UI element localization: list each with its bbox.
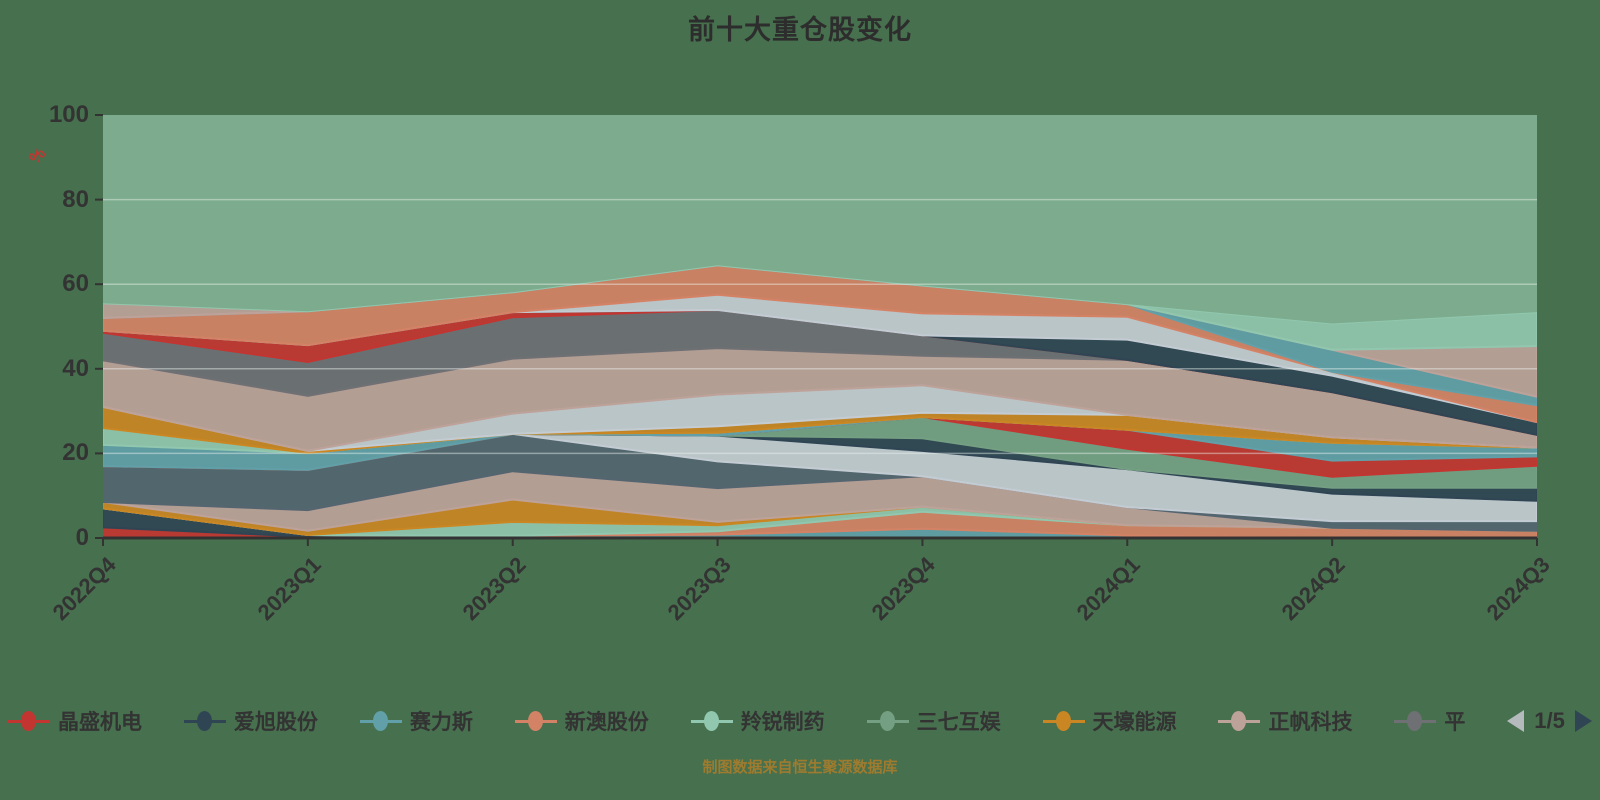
x-axis-label-2024Q3: 2024Q3 [1481,552,1555,626]
legend-item-新澳股份[interactable]: 新澳股份 [514,706,649,736]
legend-marker-icon [8,711,50,731]
chart-source-note: 制图数据来自恒生聚源数据库 [702,759,898,776]
y-axis-label-40: 40 [62,354,89,382]
x-axis-label-2024Q1: 2024Q1 [1071,552,1145,626]
x-axis-label-2023Q4: 2023Q4 [867,552,941,626]
legend: 晶盛机电 爱旭股份 赛力斯 新澳股份 羚锐制药 三七互娱 天壕能源 正帆科技 平 1/5 [8,698,1592,744]
legend-item-label: 天壕能源 [1092,711,1177,734]
y-axis-label-0: 0 [75,524,89,551]
legend-page-indicator: 1/5 [1534,708,1565,733]
legend-item-label: 三七互娱 [916,711,1001,734]
legend-item-label: 新澳股份 [564,711,649,734]
legend-item-label: 赛力斯 [409,711,473,734]
legend-item-晶盛机电[interactable]: 晶盛机电 [8,706,142,736]
x-axis-label-2022Q4: 2022Q4 [47,552,121,626]
legend-item-羚锐制药[interactable]: 羚锐制药 [690,706,825,736]
legend-item-赛力斯[interactable]: 赛力斯 [359,706,473,736]
stacked-area-chart[interactable] [102,115,1538,539]
legend-marker-icon [1042,711,1085,731]
legend-marker-icon [183,711,226,731]
next-page-icon[interactable] [1574,710,1592,732]
y-axis-label-80: 80 [62,185,89,213]
legend-item-爱旭股份[interactable]: 爱旭股份 [183,706,318,736]
legend-item-三七互娱[interactable]: 三七互娱 [866,706,1001,736]
legend-marker-icon [359,711,402,731]
x-axis-label-2024Q2: 2024Q2 [1276,552,1350,626]
previous-page-icon[interactable] [1507,710,1525,732]
y-axis-label-60: 60 [62,270,89,298]
remainder-area [103,115,1537,324]
y-axis-name: % [25,143,50,168]
legend-marker-icon [1394,711,1437,731]
legend-item-正帆科技[interactable]: 正帆科技 [1218,706,1352,736]
y-axis-label-20: 20 [62,439,89,467]
page-title: 前十大重仓股变化 [688,15,912,45]
x-axis-label-2023Q3: 2023Q3 [662,552,736,626]
legend-item-天壕能源[interactable]: 天壕能源 [1042,706,1177,736]
legend-marker-icon [866,711,909,731]
x-axis-label-2023Q2: 2023Q2 [457,552,531,626]
legend-item-label: 晶盛机电 [58,711,142,734]
legend-marker-icon [514,711,557,731]
legend-item-平[interactable]: 平 [1394,706,1465,736]
legend-marker-icon [1218,711,1261,731]
legend-pager: 1/5 [1507,708,1592,734]
legend-item-label: 羚锐制药 [740,711,825,734]
legend-item-label: 平 [1444,711,1466,734]
legend-marker-icon [690,711,733,731]
y-axis-label-100: 100 [48,101,89,128]
x-axis-label-2023Q1: 2023Q1 [252,552,326,626]
legend-item-label: 爱旭股份 [233,711,318,734]
legend-item-label: 正帆科技 [1268,711,1353,734]
plot-area[interactable] [102,115,1538,539]
